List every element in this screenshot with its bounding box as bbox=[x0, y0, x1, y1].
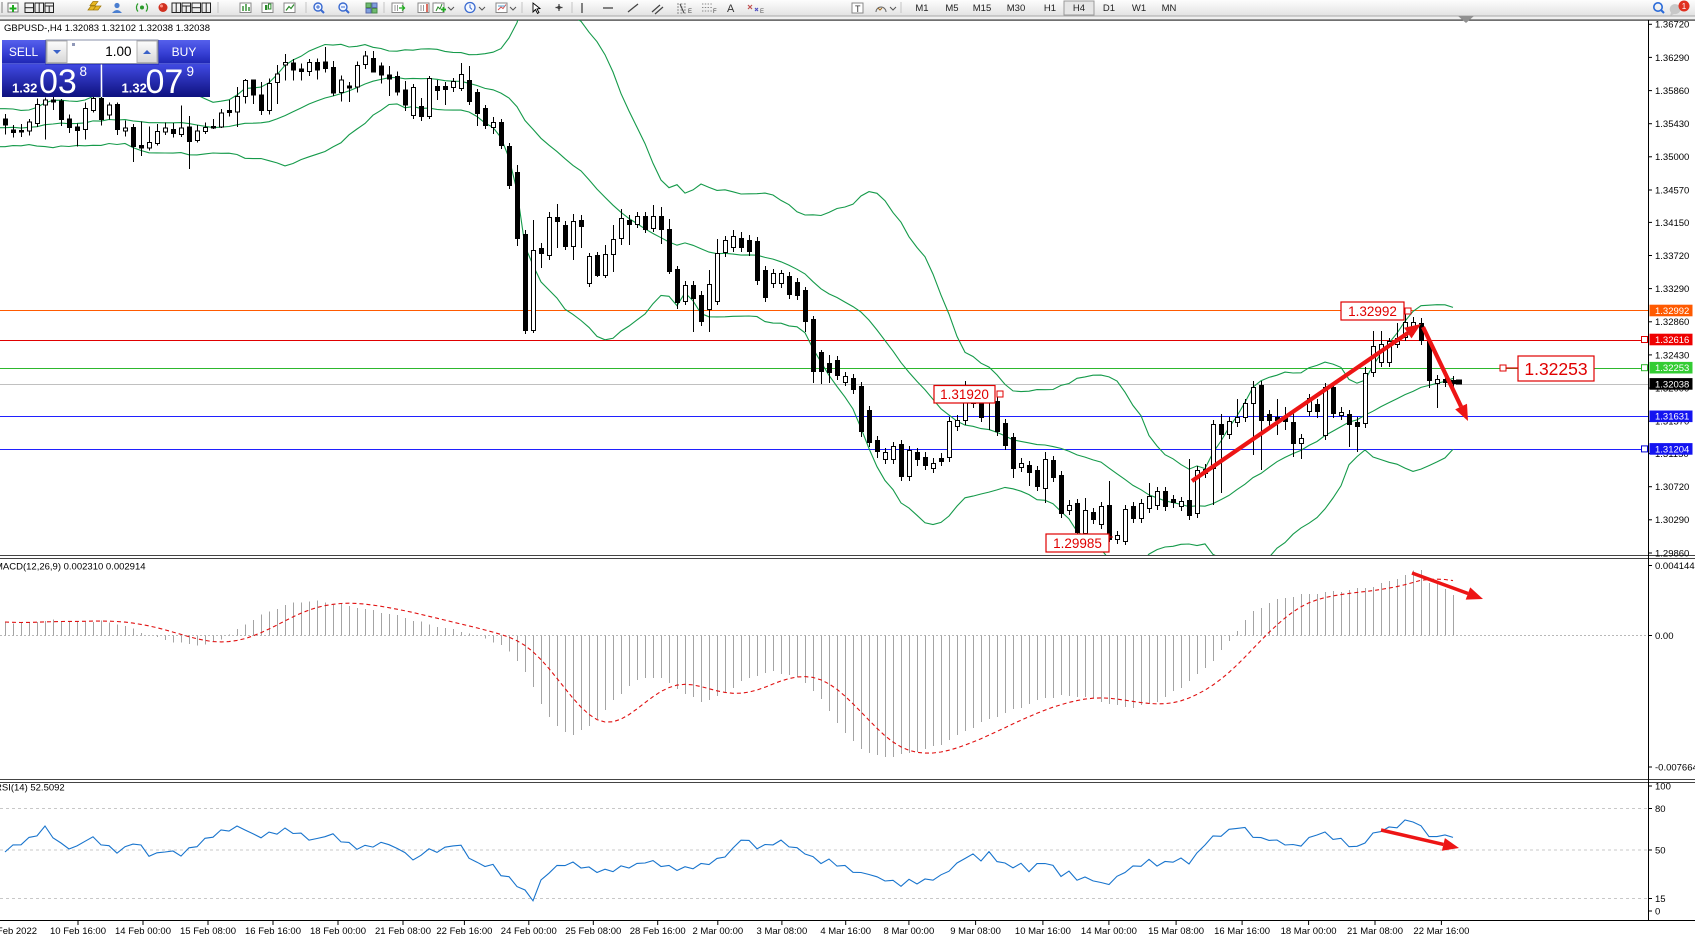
svg-text:80: 80 bbox=[1655, 804, 1666, 815]
svg-text:15 Mar 08:00: 15 Mar 08:00 bbox=[1148, 926, 1204, 937]
svg-text:1.29860: 1.29860 bbox=[1655, 548, 1689, 559]
svg-text:BUY: BUY bbox=[172, 45, 197, 59]
svg-text:21 Feb 08:00: 21 Feb 08:00 bbox=[375, 926, 431, 937]
svg-text:1.33290: 1.33290 bbox=[1655, 284, 1689, 295]
svg-text:22 Feb 16:00: 22 Feb 16:00 bbox=[436, 926, 492, 937]
svg-text:1.30720: 1.30720 bbox=[1655, 482, 1689, 493]
svg-text:1.32860: 1.32860 bbox=[1655, 317, 1689, 328]
svg-text:1.32253: 1.32253 bbox=[1524, 359, 1587, 379]
svg-text:F: F bbox=[713, 9, 717, 15]
svg-text:1.32430: 1.32430 bbox=[1655, 350, 1689, 361]
svg-text:1.31920: 1.31920 bbox=[940, 387, 989, 402]
svg-text:GBPUSD-,H4 1.32083 1.32102 1.: GBPUSD-,H4 1.32083 1.32102 1.32038 1.320… bbox=[4, 23, 210, 34]
svg-text:E: E bbox=[688, 9, 692, 15]
svg-text:9 Feb 2022: 9 Feb 2022 bbox=[0, 926, 37, 937]
svg-text:1.32: 1.32 bbox=[122, 81, 147, 96]
svg-text:H4: H4 bbox=[1073, 3, 1085, 14]
svg-text:1: 1 bbox=[1682, 2, 1687, 11]
svg-text:1.36290: 1.36290 bbox=[1655, 53, 1689, 64]
svg-text:0.004144: 0.004144 bbox=[1655, 561, 1695, 572]
svg-text:1.36720: 1.36720 bbox=[1655, 20, 1689, 31]
svg-text:MACD(12,26,9) 0.002310 0.00291: MACD(12,26,9) 0.002310 0.002914 bbox=[0, 562, 146, 573]
svg-text:H1: H1 bbox=[1044, 3, 1056, 14]
svg-text:28 Feb 16:00: 28 Feb 16:00 bbox=[630, 926, 686, 937]
svg-text:0.00: 0.00 bbox=[1655, 631, 1674, 642]
svg-text:50: 50 bbox=[1655, 845, 1666, 856]
svg-text:1.33720: 1.33720 bbox=[1655, 251, 1689, 262]
svg-text:2 Mar 00:00: 2 Mar 00:00 bbox=[692, 926, 743, 937]
svg-text:8 Mar 00:00: 8 Mar 00:00 bbox=[884, 926, 935, 937]
svg-text:1.32992: 1.32992 bbox=[1348, 304, 1397, 319]
svg-text:T: T bbox=[855, 4, 861, 14]
svg-text:8: 8 bbox=[80, 64, 88, 79]
svg-text:10 Feb 16:00: 10 Feb 16:00 bbox=[50, 926, 106, 937]
svg-text:16 Mar 16:00: 16 Mar 16:00 bbox=[1214, 926, 1270, 937]
svg-text:1.31631: 1.31631 bbox=[1655, 412, 1689, 423]
svg-text:9 Mar 08:00: 9 Mar 08:00 bbox=[950, 926, 1001, 937]
svg-text:15: 15 bbox=[1655, 894, 1666, 905]
svg-text:D1: D1 bbox=[1103, 3, 1115, 14]
svg-text:1.32616: 1.32616 bbox=[1655, 335, 1689, 346]
svg-text:9: 9 bbox=[187, 64, 195, 79]
svg-text:MN: MN bbox=[1162, 3, 1177, 14]
svg-text:M30: M30 bbox=[1007, 3, 1025, 14]
svg-text:22 Mar 16:00: 22 Mar 16:00 bbox=[1413, 926, 1469, 937]
svg-text:1.29985: 1.29985 bbox=[1053, 536, 1102, 551]
svg-text:10 Mar 16:00: 10 Mar 16:00 bbox=[1015, 926, 1071, 937]
svg-text:1.35430: 1.35430 bbox=[1655, 119, 1689, 130]
svg-text:21 Mar 08:00: 21 Mar 08:00 bbox=[1347, 926, 1403, 937]
svg-text:07: 07 bbox=[146, 63, 184, 101]
svg-text:1.31204: 1.31204 bbox=[1655, 444, 1689, 455]
svg-text:1.00: 1.00 bbox=[105, 44, 131, 59]
svg-text:-0.007664: -0.007664 bbox=[1655, 762, 1695, 773]
svg-text:100: 100 bbox=[1655, 781, 1671, 792]
svg-text:1.34150: 1.34150 bbox=[1655, 218, 1689, 229]
svg-text:1.32038: 1.32038 bbox=[1655, 379, 1689, 390]
svg-text:A: A bbox=[727, 3, 735, 15]
svg-text:1.35000: 1.35000 bbox=[1655, 152, 1689, 163]
svg-text:15 Feb 08:00: 15 Feb 08:00 bbox=[180, 926, 236, 937]
svg-text:M1: M1 bbox=[915, 3, 928, 14]
svg-text:RSI(14) 52.5092: RSI(14) 52.5092 bbox=[0, 783, 65, 794]
svg-text:14 Mar 00:00: 14 Mar 00:00 bbox=[1081, 926, 1137, 937]
svg-text:1.34570: 1.34570 bbox=[1655, 185, 1689, 196]
svg-text:1.32253: 1.32253 bbox=[1655, 363, 1689, 374]
svg-text:24 Feb 00:00: 24 Feb 00:00 bbox=[501, 926, 557, 937]
svg-text:1.32: 1.32 bbox=[12, 81, 37, 96]
svg-text:1.35860: 1.35860 bbox=[1655, 86, 1689, 97]
svg-text:03: 03 bbox=[39, 63, 77, 101]
svg-text:14 Feb 00:00: 14 Feb 00:00 bbox=[115, 926, 171, 937]
svg-text:16 Feb 16:00: 16 Feb 16:00 bbox=[245, 926, 301, 937]
svg-text:0: 0 bbox=[1655, 906, 1660, 917]
svg-text:1.30290: 1.30290 bbox=[1655, 515, 1689, 526]
svg-text:18 Mar 00:00: 18 Mar 00:00 bbox=[1281, 926, 1337, 937]
svg-text:SELL: SELL bbox=[9, 45, 39, 59]
svg-text:1.32992: 1.32992 bbox=[1655, 306, 1689, 317]
svg-text:E: E bbox=[760, 9, 764, 15]
svg-text:M5: M5 bbox=[945, 3, 958, 14]
svg-text:3 Mar 08:00: 3 Mar 08:00 bbox=[757, 926, 808, 937]
svg-text:25 Feb 08:00: 25 Feb 08:00 bbox=[565, 926, 621, 937]
svg-text:18 Feb 00:00: 18 Feb 00:00 bbox=[310, 926, 366, 937]
svg-text:W1: W1 bbox=[1132, 3, 1146, 14]
svg-text:M15: M15 bbox=[973, 3, 991, 14]
svg-text:4 Mar 16:00: 4 Mar 16:00 bbox=[820, 926, 871, 937]
